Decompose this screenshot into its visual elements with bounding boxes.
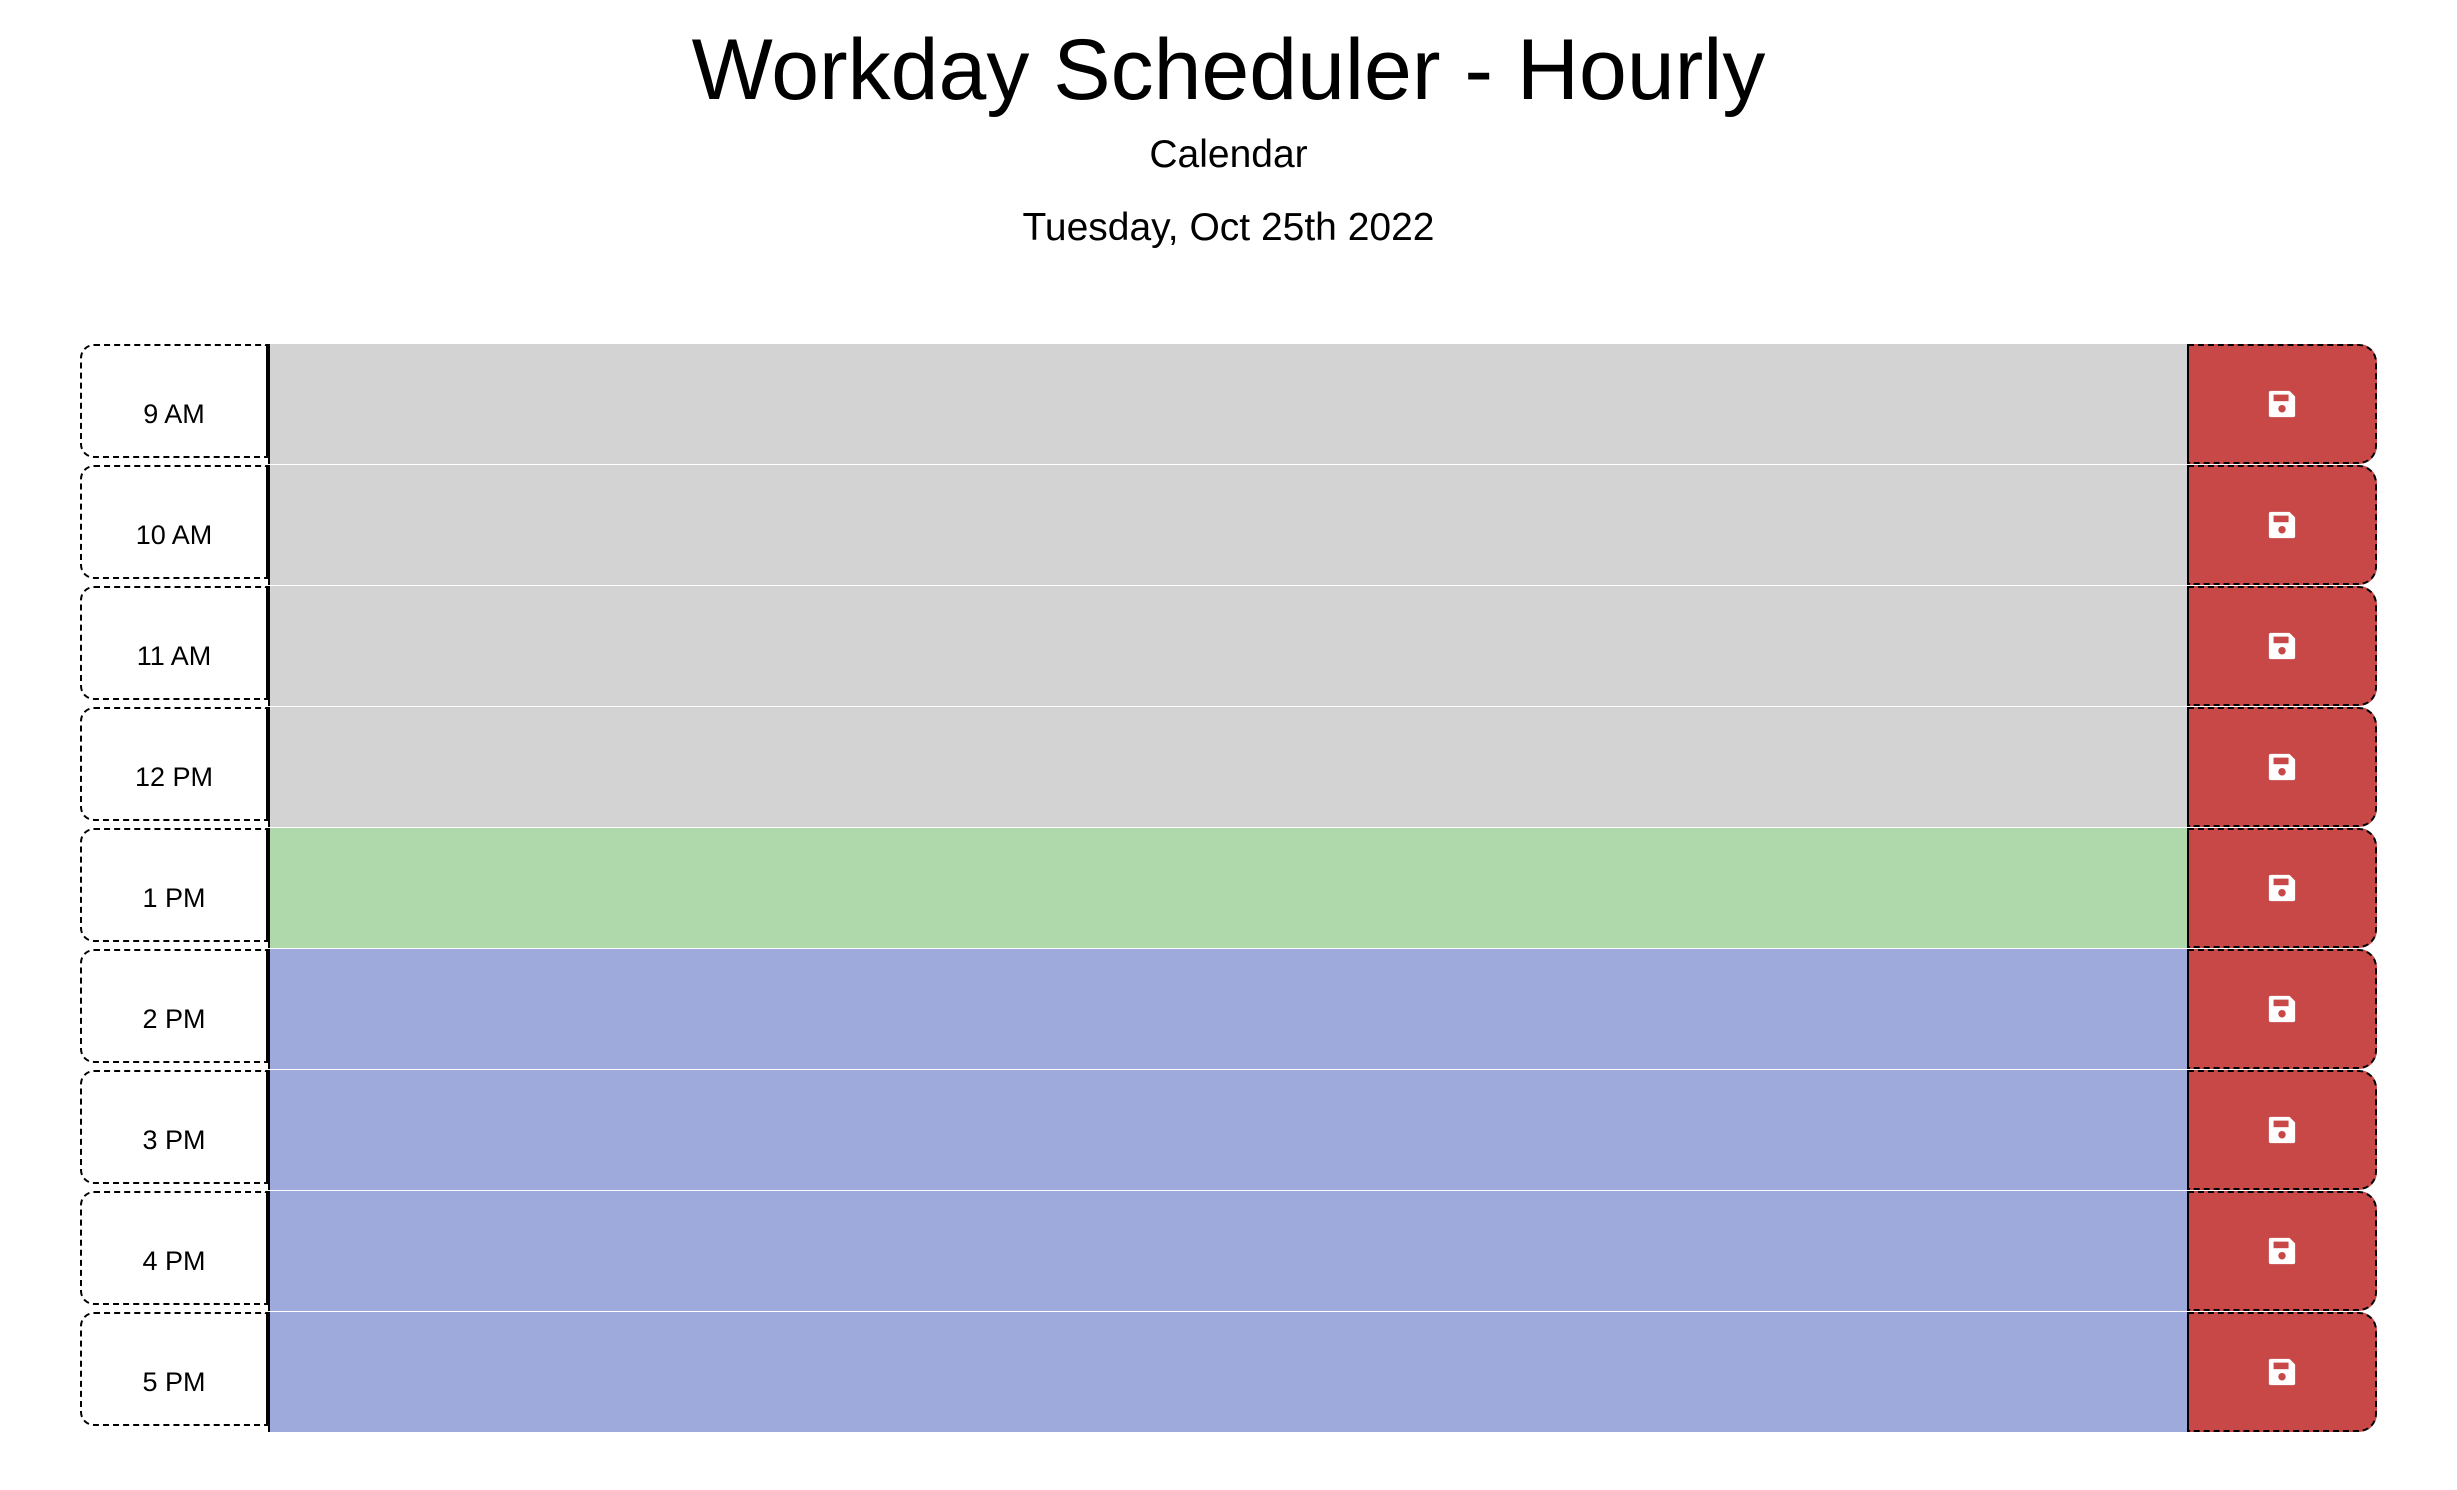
save-button[interactable]	[2187, 465, 2377, 585]
hour-label-box: 10 AM	[80, 465, 268, 579]
save-button[interactable]	[2187, 1191, 2377, 1311]
save-button[interactable]	[2187, 586, 2377, 706]
event-description-input[interactable]	[268, 949, 2187, 1069]
floppy-disk-icon	[2268, 511, 2296, 539]
event-description-input[interactable]	[268, 828, 2187, 948]
save-button[interactable]	[2187, 344, 2377, 464]
hour-label-box: 3 PM	[80, 1070, 268, 1184]
save-button[interactable]	[2187, 1312, 2377, 1432]
time-block-row: 9 AM	[80, 344, 2377, 464]
floppy-disk-icon	[2268, 390, 2296, 418]
hour-label-box: 1 PM	[80, 828, 268, 942]
save-button[interactable]	[2187, 707, 2377, 827]
page-title: Workday Scheduler - Hourly	[691, 22, 1766, 118]
time-block-row: 3 PM	[80, 1070, 2377, 1190]
floppy-disk-icon	[2268, 874, 2296, 902]
hour-label-box: 9 AM	[80, 344, 268, 458]
time-block-row: 4 PM	[80, 1191, 2377, 1311]
hour-label-box: 12 PM	[80, 707, 268, 821]
event-description-input[interactable]	[268, 707, 2187, 827]
time-block-row: 12 PM	[80, 707, 2377, 827]
time-block-row: 10 AM	[80, 465, 2377, 585]
current-day: Tuesday, Oct 25th 2022	[1022, 206, 1435, 249]
hour-label-box: 5 PM	[80, 1312, 268, 1426]
hour-label-box: 4 PM	[80, 1191, 268, 1305]
floppy-disk-icon	[2268, 1358, 2296, 1386]
hour-label: 5 PM	[142, 1367, 206, 1397]
hour-label: 12 PM	[134, 762, 214, 792]
hour-label: 2 PM	[142, 1004, 206, 1034]
save-button[interactable]	[2187, 828, 2377, 948]
event-description-input[interactable]	[268, 344, 2187, 464]
event-description-input[interactable]	[268, 465, 2187, 585]
floppy-disk-icon	[2268, 753, 2296, 781]
page-subtitle: Calendar	[1149, 133, 1308, 176]
time-block-row: 1 PM	[80, 828, 2377, 948]
hour-label: 1 PM	[142, 883, 206, 913]
hour-label: 9 AM	[143, 399, 205, 429]
hour-label: 10 AM	[135, 520, 213, 550]
event-description-input[interactable]	[268, 1191, 2187, 1311]
floppy-disk-icon	[2268, 632, 2296, 660]
schedule-container: 9 AM 10 AM 11 AM 12 PM 1 PM 2 PM 3 PM 4 PM 5 PM	[80, 344, 2377, 1433]
save-button[interactable]	[2187, 949, 2377, 1069]
event-description-input[interactable]	[268, 586, 2187, 706]
hour-label-box: 2 PM	[80, 949, 268, 1063]
event-description-input[interactable]	[268, 1312, 2187, 1432]
save-button[interactable]	[2187, 1070, 2377, 1190]
hour-label-box: 11 AM	[80, 586, 268, 700]
page-header: Workday Scheduler - Hourly Calendar Tues…	[0, 0, 2457, 340]
floppy-disk-icon	[2268, 995, 2296, 1023]
floppy-disk-icon	[2268, 1116, 2296, 1144]
time-block-row: 11 AM	[80, 586, 2377, 706]
hour-label: 11 AM	[136, 641, 212, 671]
time-block-row: 2 PM	[80, 949, 2377, 1069]
event-description-input[interactable]	[268, 1070, 2187, 1190]
hour-label: 4 PM	[142, 1246, 206, 1276]
time-block-row: 5 PM	[80, 1312, 2377, 1432]
floppy-disk-icon	[2268, 1237, 2296, 1265]
hour-label: 3 PM	[142, 1125, 206, 1155]
